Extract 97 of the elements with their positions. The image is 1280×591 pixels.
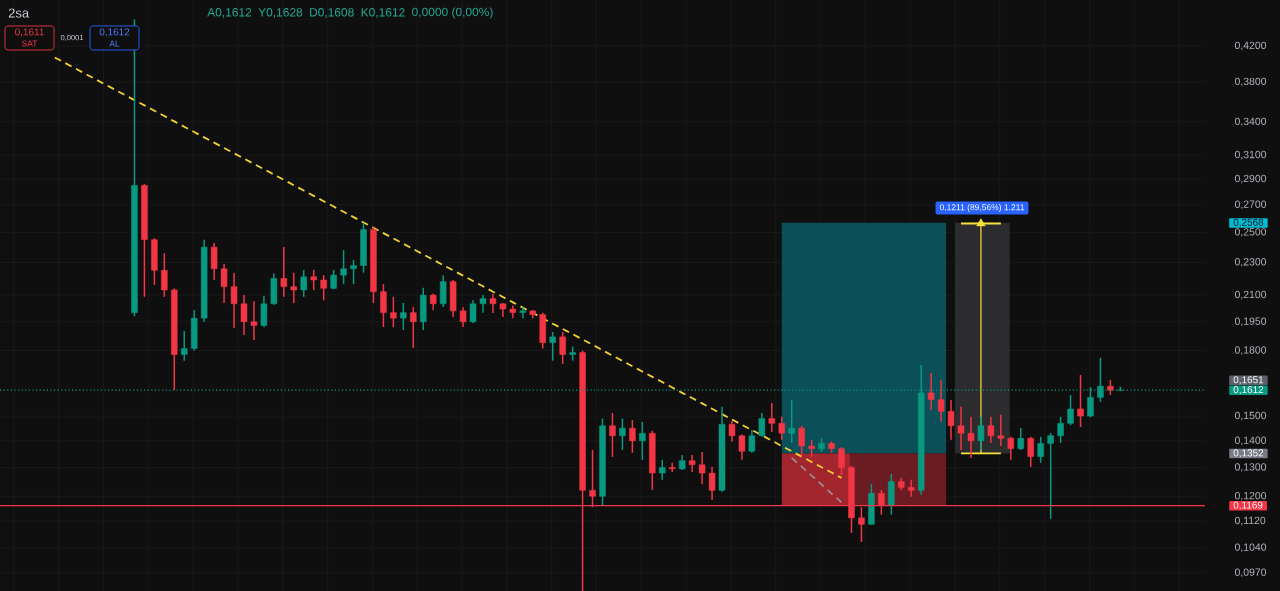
candlestick: [459, 306, 467, 328]
candlestick: [410, 306, 417, 349]
candlestick: [380, 283, 387, 328]
candlestick: [728, 420, 736, 443]
candlestick: [400, 302, 407, 331]
candlestick: [609, 412, 616, 458]
candlestick: [519, 306, 527, 319]
candlestick: [489, 293, 497, 314]
candlestick: [987, 416, 995, 444]
candlestick: [1067, 394, 1074, 427]
candlestick: [629, 419, 636, 454]
candlestick: [439, 274, 447, 308]
annotation: AL: [109, 40, 120, 47]
annotation: D0,1608: [310, 8, 354, 18]
annotation: SAT: [21, 40, 38, 47]
y-tick-label: 0,1200: [1234, 491, 1267, 501]
y-tick-label: 0,2100: [1234, 290, 1267, 300]
candlestick: [947, 399, 955, 441]
annotation: 0,0000 (0,00%): [412, 7, 493, 19]
candlestick: [639, 421, 646, 461]
candlestick: [997, 414, 1005, 447]
y-tick-label: 0,1040: [1234, 543, 1267, 553]
candlestick: [181, 330, 188, 362]
y-tick-label: 0,1120: [1234, 516, 1266, 526]
y-tick-label: 0,1400: [1234, 436, 1267, 446]
candlestick: [340, 249, 347, 285]
y-tick-label: 0,2500: [1234, 228, 1267, 237]
y-tick-label: 0,4200: [1234, 41, 1267, 51]
candlestick: [957, 406, 965, 451]
candlestick: [708, 466, 716, 501]
annotation: 0,1611: [15, 28, 44, 37]
candlestick: [688, 454, 696, 473]
candlestick: [798, 425, 805, 458]
ref-line-label: 0,1612: [1233, 386, 1264, 395]
candlestick: [927, 372, 935, 411]
y-tick-label: 0,3400: [1234, 117, 1267, 127]
candlestick: [659, 459, 666, 481]
annotation: 0,1612: [99, 28, 130, 37]
y-tick-label: 0,2700: [1234, 200, 1267, 210]
candlestick: [250, 300, 258, 341]
candlestick: [300, 269, 307, 298]
candlestick: [967, 416, 975, 459]
line-series: [790, 457, 843, 504]
candlestick: [260, 295, 268, 329]
candlestick: [161, 252, 168, 298]
candlestick: [290, 271, 298, 304]
candlestick: [350, 259, 357, 285]
candlestick: [1007, 436, 1015, 461]
candlestick: [937, 379, 945, 423]
candlestick: [977, 416, 985, 451]
candlestick: [907, 479, 915, 498]
candlestick: [778, 416, 785, 441]
candlestick: [469, 299, 477, 324]
y-tick-label: 0,1500: [1234, 411, 1267, 421]
annotation: 0,1211 (89,56%) 1.211: [939, 204, 1025, 212]
y-tick-label: 0,2300: [1234, 258, 1267, 267]
y-tick-label: 0,0970: [1234, 568, 1267, 578]
candlestick: [748, 429, 756, 454]
text: 0,1651: [1233, 376, 1264, 385]
candlestick: [758, 412, 766, 438]
candlestick: [310, 269, 317, 291]
candlestick: [888, 473, 895, 516]
annotation: K0,1612: [361, 8, 405, 18]
text: 0,1352: [1233, 449, 1264, 458]
text: 2sa: [8, 8, 30, 18]
candlestick: [698, 451, 706, 485]
annotation: Y0,1628: [258, 8, 303, 18]
y-tick-label: 0,2900: [1234, 174, 1267, 184]
candlestick: [390, 296, 397, 328]
candlestick: [1037, 436, 1044, 464]
y-tick-label: 0,1950: [1234, 317, 1267, 327]
candlestick: [788, 399, 795, 444]
candlestick: [549, 331, 556, 362]
candlestick: [838, 446, 845, 476]
candlestick: [320, 274, 327, 302]
line-series: [53, 56, 843, 479]
candlestick: [210, 241, 218, 281]
y-tick-label: 0,1300: [1234, 463, 1267, 472]
candlestick: [1077, 374, 1084, 428]
candlestick: [220, 263, 228, 304]
candlestick: [559, 331, 566, 365]
y-tick-label: 0,3100: [1234, 150, 1267, 160]
candlestick: [1047, 432, 1054, 520]
text: 0,2568: [1233, 218, 1264, 228]
candlestick: [240, 294, 248, 336]
y-tick-label: 0,3800: [1234, 77, 1267, 87]
y-tick-label: 0,1800: [1234, 346, 1267, 355]
candlestick: [768, 402, 776, 433]
candlestick: [619, 417, 626, 451]
candlestick: [1017, 427, 1024, 451]
candlestick: [280, 246, 288, 298]
candlestick: [1057, 416, 1064, 444]
candlestick: [738, 433, 746, 461]
annotation: A0,1612: [207, 8, 252, 18]
candlestick: [230, 272, 238, 329]
candlestick: [1027, 436, 1034, 468]
ref-line-label: 0,1169: [1233, 501, 1263, 510]
